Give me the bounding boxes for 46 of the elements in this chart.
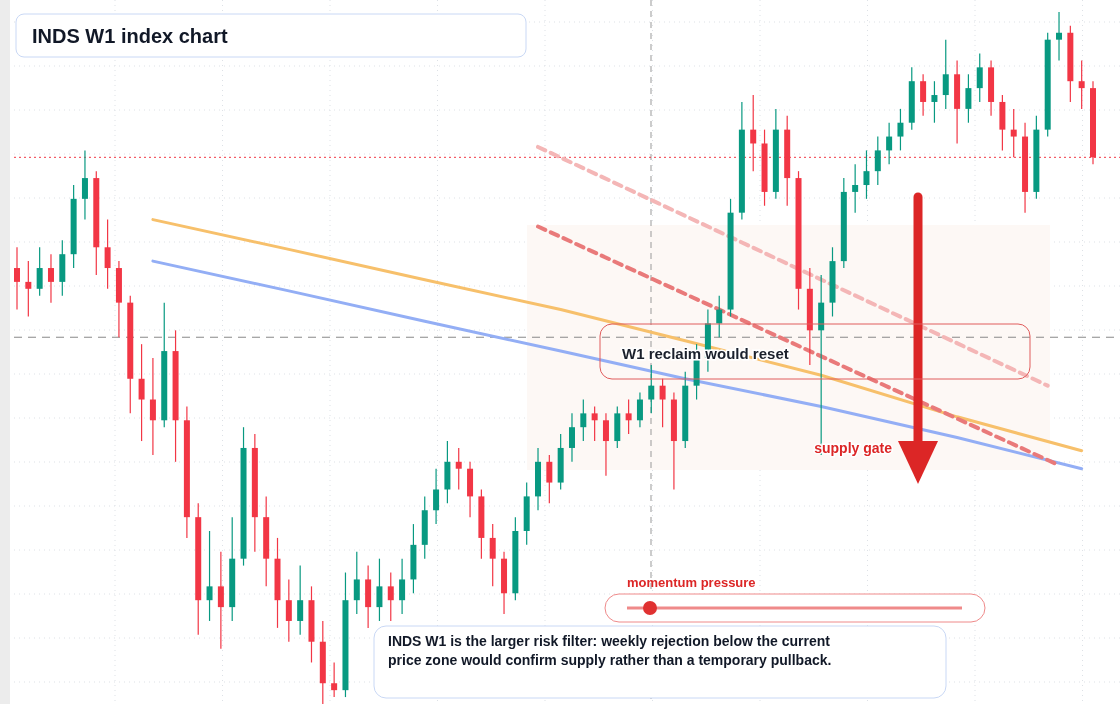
- candlestick: [852, 163, 859, 214]
- candlestick: [874, 135, 881, 186]
- candlestick: [285, 578, 292, 643]
- candlestick: [149, 357, 156, 456]
- candlestick: [1056, 11, 1063, 62]
- candlestick: [47, 253, 54, 304]
- candlestick: [659, 378, 666, 428]
- candlestick: [625, 398, 632, 435]
- candlestick: [942, 39, 949, 110]
- candlestick: [580, 398, 587, 442]
- candlestick: [36, 246, 43, 297]
- candlestick: [489, 523, 496, 587]
- candlestick: [897, 108, 904, 151]
- candlestick: [591, 405, 598, 442]
- candlestick: [138, 343, 145, 442]
- candlestick: [920, 73, 927, 117]
- annotation: INDS W1 is the larger risk filter: weekly rejection below the current price zone would confirm supply rather than a temporary pullback.: [388, 633, 832, 668]
- candlestick: [976, 52, 983, 103]
- candlestick: [568, 412, 575, 463]
- candlestick: [331, 661, 338, 698]
- candlestick: [886, 122, 893, 165]
- candlestick: [353, 551, 360, 615]
- candlestick: [863, 149, 870, 200]
- candlestick: [1078, 59, 1085, 110]
- candlestick: [648, 364, 655, 414]
- candlestick: [455, 447, 462, 491]
- candlestick: [104, 219, 111, 290]
- candlestick: [25, 260, 32, 318]
- candlestick: [1010, 108, 1017, 158]
- candlestick: [376, 558, 383, 622]
- candlestick: [217, 551, 224, 650]
- candlestick: [636, 392, 643, 428]
- text: INDS W1 index chart: [32, 25, 228, 47]
- candlestick: [602, 412, 609, 477]
- candlestick: [433, 468, 440, 525]
- candlestick: [546, 454, 553, 504]
- candlestick: [206, 530, 213, 622]
- candlestick: [716, 295, 723, 338]
- candlestick: [931, 80, 938, 124]
- candlestick: [399, 558, 406, 615]
- candlestick: [81, 149, 88, 221]
- candlestick: [297, 565, 304, 636]
- annotation: momentum pressure: [627, 575, 756, 590]
- candlestick: [965, 73, 972, 124]
- candlestick: [14, 246, 20, 311]
- candlestick: [387, 571, 394, 622]
